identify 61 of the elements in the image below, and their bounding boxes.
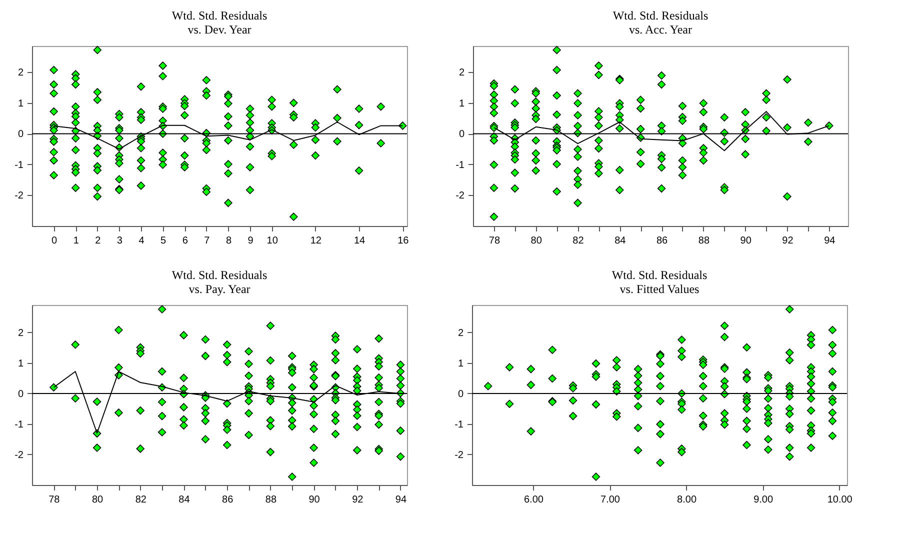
x-tick-label: 86 — [656, 236, 668, 246]
x-tick-label: 9.00 — [754, 494, 774, 506]
y-tick-label: -2 — [14, 190, 24, 202]
x-tick-label: 80 — [92, 494, 104, 506]
x-tick-label: 94 — [395, 494, 407, 506]
x-tick-label: 3 — [116, 236, 123, 246]
x-tick-label: 8 — [226, 236, 232, 246]
y-tick-label: 2 — [18, 68, 24, 79]
y-tick-label: 1 — [18, 358, 24, 370]
x-tick-label: 10 — [266, 236, 278, 246]
x-tick-label: 94 — [824, 236, 836, 246]
x-tick-label: 14 — [354, 236, 366, 246]
y-tick-label: 2 — [458, 68, 465, 79]
y-tick-label: -1 — [454, 419, 464, 430]
y-tick-label: 2 — [458, 328, 464, 339]
x-tick-label: 84 — [614, 236, 626, 246]
x-tick-label: 82 — [572, 236, 584, 246]
x-tick-label: 7 — [204, 236, 210, 246]
y-tick-label: 0 — [18, 129, 24, 140]
x-tick-label: 7.00 — [600, 494, 620, 506]
y-tick-label: 0 — [458, 388, 464, 400]
x-tick-label: 86 — [222, 494, 234, 506]
chart-title: Wtd. Std. Residuals vs. Fitted Values — [612, 268, 708, 296]
chart-title: Wtd. Std. Residuals vs. Pay. Year — [172, 268, 268, 296]
x-tick-label: 6.00 — [524, 494, 544, 506]
x-tick-label: 90 — [308, 494, 320, 506]
y-tick-label: 1 — [458, 98, 465, 110]
x-tick-label: 9 — [248, 236, 254, 246]
y-tick-label: -2 — [456, 190, 465, 202]
y-tick-label: -1 — [456, 160, 465, 171]
y-tick-label: 1 — [18, 98, 24, 110]
x-tick-label: 82 — [135, 494, 147, 506]
x-tick-label: 10.00 — [827, 494, 853, 506]
x-tick-label: 1 — [73, 236, 80, 246]
y-tick-label: 0 — [458, 129, 465, 140]
y-tick-label: 0 — [18, 388, 24, 400]
x-tick-label: 12 — [310, 236, 322, 246]
x-tick-label: 0 — [52, 236, 58, 246]
chart-title: Wtd. Std. Residuals vs. Acc. Year — [612, 8, 708, 37]
y-tick-label: -2 — [454, 450, 464, 461]
x-tick-label: 78 — [48, 494, 60, 506]
y-tick-label: -1 — [14, 419, 24, 430]
x-tick-label: 90 — [740, 236, 752, 246]
x-tick-label: 8.00 — [677, 494, 697, 506]
x-tick-label: 4 — [138, 236, 145, 246]
y-tick-label: 2 — [18, 328, 24, 339]
x-tick-label: 2 — [95, 236, 102, 246]
chart-title: Wtd. Std. Residuals vs. Dev. Year — [172, 8, 268, 37]
y-tick-label: -1 — [14, 160, 24, 171]
x-tick-label: 16 — [398, 236, 410, 246]
x-tick-label: 88 — [698, 236, 710, 246]
x-tick-label: 84 — [178, 494, 190, 506]
x-tick-label: 78 — [488, 236, 500, 246]
x-tick-label: 92 — [782, 236, 794, 246]
x-tick-label: 92 — [352, 494, 364, 506]
x-tick-label: 6 — [182, 236, 188, 246]
x-tick-label: 88 — [265, 494, 277, 506]
y-tick-label: 1 — [458, 358, 464, 370]
y-tick-label: -2 — [14, 450, 24, 461]
x-tick-label: 80 — [530, 236, 542, 246]
x-tick-label: 5 — [160, 236, 167, 246]
